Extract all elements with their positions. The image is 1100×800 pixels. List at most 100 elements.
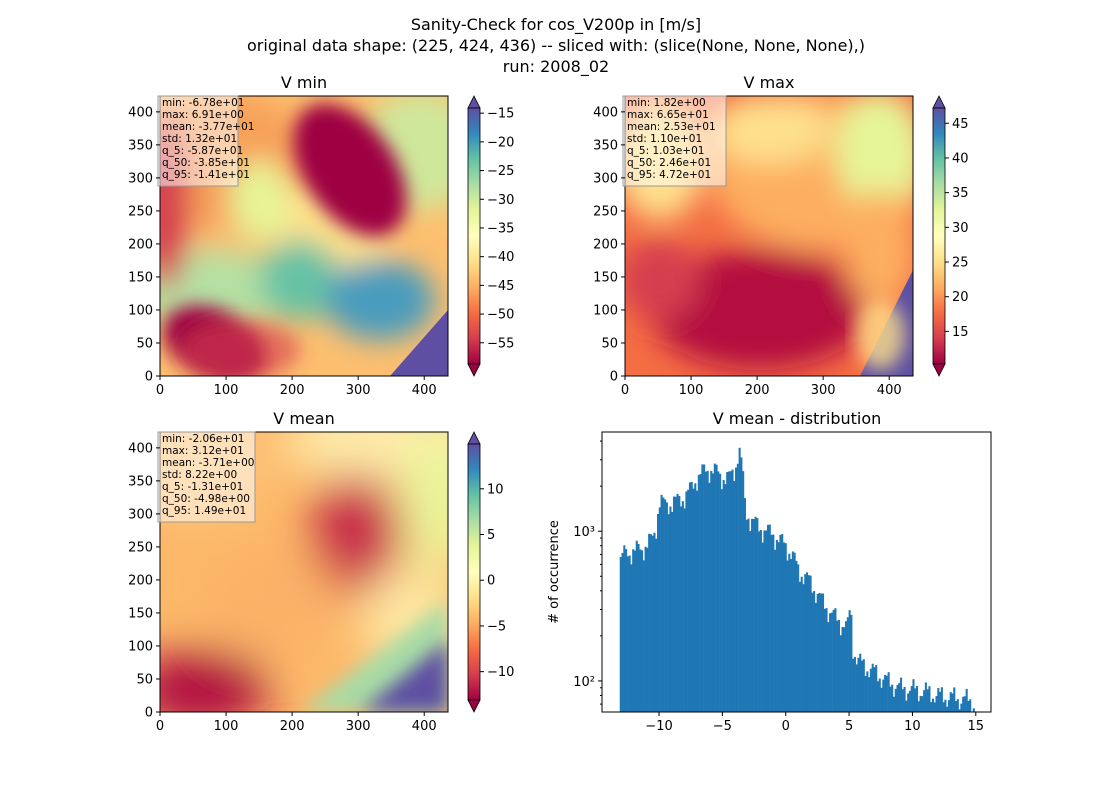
histogram-bar: [743, 498, 746, 712]
histogram-bar: [800, 576, 803, 712]
histogram-bar: [626, 556, 629, 712]
colorbar-tick-label: −30: [487, 193, 514, 208]
histogram-bar: [641, 550, 644, 712]
histogram-bar: [903, 686, 906, 712]
panel-v-mean-distribution: V mean - distribution # of occurrence −1…: [547, 409, 992, 734]
panel-v-max-title: V max: [744, 73, 795, 92]
x-tick-label: 0: [782, 719, 790, 734]
histogram-bar: [628, 555, 631, 712]
panel-v-max-stat-6: q_95: 4.72e+01: [627, 169, 711, 181]
histogram-axes: −10 −5 0 5 10 15 10² 10³: [573, 440, 984, 734]
panel-v-max: V max min: 1.82e+00 max: 6.65e+01 mean: …: [593, 73, 968, 398]
histogram-bar: [656, 513, 660, 712]
histogram-bar: [637, 543, 640, 712]
histogram-bar: [862, 659, 865, 712]
histogram-bar: [738, 447, 741, 712]
histogram-bar: [784, 543, 787, 712]
histogram-bar: [761, 542, 764, 712]
histogram-bar: [671, 511, 674, 712]
histogram-bar: [692, 488, 695, 712]
histogram-bar: [939, 691, 942, 712]
y-tick-label: 100: [128, 303, 153, 318]
histogram-bar: [772, 534, 775, 712]
histogram-bar: [662, 497, 665, 712]
histogram-bar: [813, 591, 816, 712]
histogram-bar: [876, 681, 880, 712]
histogram-bar: [766, 524, 770, 712]
y-tick-label: 50: [136, 336, 153, 351]
histogram-bar: [843, 627, 846, 712]
histogram-bar: [926, 689, 929, 712]
colorbar-tick-label: −20: [487, 135, 514, 150]
colorbar-tick-label: 0: [487, 574, 495, 589]
histogram-ylabel: # of occurrence: [547, 520, 562, 624]
x-tick-label: 10: [904, 719, 921, 734]
histogram-bar: [747, 518, 750, 712]
histogram-bar: [802, 584, 805, 712]
x-tick-label: 5: [845, 719, 853, 734]
panel-v-mean-stat-2: mean: -3.71e+00: [162, 457, 254, 469]
histogram-bar: [972, 708, 975, 712]
histogram-bar: [731, 469, 734, 712]
y-tick-label: 150: [128, 606, 153, 621]
histogram-bar: [930, 702, 933, 712]
histogram-bar: [727, 471, 731, 712]
x-tick-label: 200: [745, 383, 770, 398]
histogram-bar: [846, 617, 849, 712]
y-tick-label: 350: [128, 138, 153, 153]
histogram-bar: [830, 612, 833, 712]
histogram-bar: [779, 534, 782, 712]
histogram-bar: [905, 700, 908, 712]
histogram-bar: [713, 463, 716, 712]
histogram-bar: [919, 695, 922, 712]
y-tick-label: 200: [128, 237, 153, 252]
histogram-bar: [733, 480, 736, 712]
histogram-bar: [701, 464, 704, 712]
histogram-bar: [912, 679, 915, 712]
histogram-bar: [848, 610, 851, 712]
histogram-bar: [756, 518, 759, 712]
histogram-bar: [866, 671, 869, 712]
histogram-bar: [825, 608, 828, 712]
histogram-bar: [655, 538, 658, 712]
histogram-bar: [823, 608, 826, 712]
panel-v-max-stat-0: min: 1.82e+00: [627, 97, 706, 109]
colorbar-tick-label: 15: [952, 325, 969, 340]
histogram-bar: [859, 653, 862, 712]
panel-v-max-stat-2: mean: 2.53e+01: [627, 121, 716, 133]
histogram-bar: [775, 539, 778, 712]
histogram-bar: [710, 470, 713, 712]
histogram-bar: [914, 688, 917, 712]
y-tick-label: 50: [601, 336, 618, 351]
y-tick-label: 200: [593, 237, 618, 252]
histogram-bar: [667, 514, 670, 712]
x-tick-label: 400: [412, 383, 437, 398]
histogram-bar: [726, 472, 729, 712]
colorbar-tick-label: 10: [487, 482, 504, 497]
panel-v-mean-stat-0: min: -2.06e+01: [162, 433, 244, 445]
x-tick-label: 200: [280, 383, 305, 398]
histogram-bar: [949, 692, 952, 712]
y-tick-label: 300: [593, 171, 618, 186]
histogram-bar: [653, 532, 656, 712]
colorbar-tick-label: 40: [952, 151, 969, 166]
histogram-bar: [827, 622, 830, 712]
histogram-bar: [708, 482, 711, 712]
y-tick-label: 10³: [573, 525, 595, 540]
y-tick-label: 350: [593, 138, 618, 153]
panel-v-mean-stat-1: max: 3.12e+01: [162, 445, 244, 457]
panel-v-min-stat-2: mean: -3.77e+01: [162, 121, 254, 133]
histogram-bar: [821, 593, 825, 712]
histogram-bar: [665, 502, 668, 712]
histogram-bar: [687, 489, 690, 712]
histogram-bar: [935, 696, 938, 712]
panel-v-mean-stat-6: q_95: 1.49e+01: [162, 505, 246, 517]
histogram-bar: [891, 684, 894, 712]
histogram-bar: [933, 702, 936, 712]
histogram-bar: [910, 686, 913, 712]
histogram-bar: [625, 549, 628, 712]
histogram-bar: [719, 473, 722, 712]
panel-v-mean-stat-4: q_5: -1.31e+01: [162, 481, 243, 493]
histogram-bar: [742, 471, 745, 712]
panel-v-min-stat-0: min: -6.78e+01: [162, 97, 244, 109]
